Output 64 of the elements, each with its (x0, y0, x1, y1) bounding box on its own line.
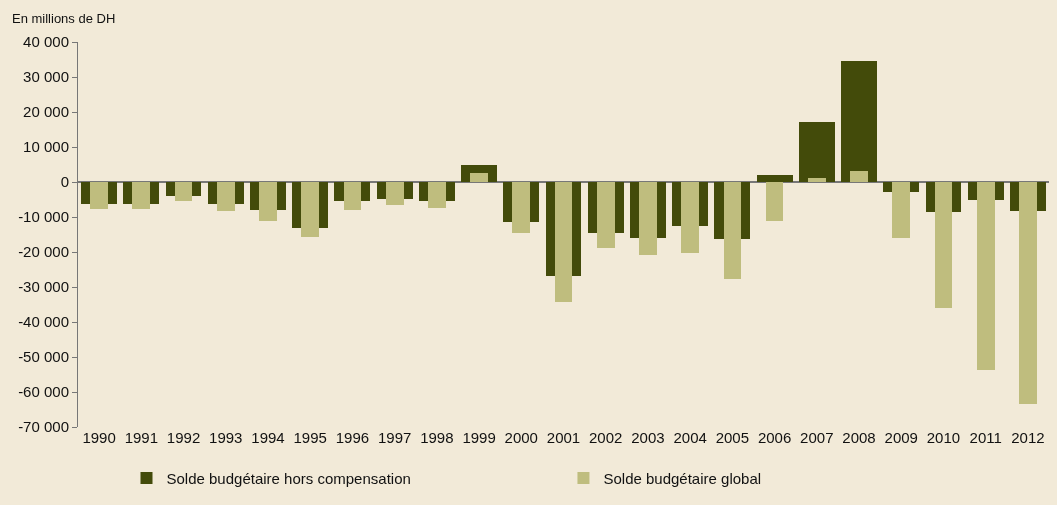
bar (1019, 182, 1037, 404)
x-tick-label: 1998 (420, 429, 454, 446)
bar (132, 182, 150, 209)
x-tick-label: 2002 (589, 429, 623, 446)
bar (470, 173, 488, 182)
x-tick-label: 2009 (884, 429, 918, 446)
bar (259, 182, 277, 221)
y-tick-label: 40 000 (23, 33, 69, 51)
y-tick-label: -10 000 (18, 208, 69, 226)
bar (597, 182, 615, 248)
bar (175, 182, 192, 201)
legend-label: Solde budgétaire global (603, 469, 762, 487)
x-tick-label: 2007 (800, 429, 834, 446)
y-tick-label: 10 000 (23, 138, 69, 156)
bar (757, 175, 793, 182)
x-tick-label: 2010 (926, 429, 961, 446)
y-tick-label: 20 000 (23, 103, 69, 121)
x-tick-label: 2008 (842, 429, 876, 446)
y-tick-label: 30 000 (23, 68, 69, 86)
bar (799, 122, 835, 182)
bar (301, 182, 319, 237)
bar (724, 182, 741, 279)
x-tick-label: 2003 (631, 429, 665, 446)
bar (850, 171, 868, 182)
bar (386, 182, 404, 205)
x-tick-label: 1997 (377, 429, 412, 446)
bar (935, 182, 952, 308)
y-tick-label: -30 000 (18, 278, 69, 296)
x-tick-label: 2000 (504, 429, 538, 446)
x-tick-label: 1991 (124, 429, 159, 446)
x-tick-label: 2005 (715, 429, 750, 446)
bar (639, 182, 657, 255)
legend-label: Solde budgétaire hors compensation (166, 469, 411, 487)
y-axis-title: En millions de DH (12, 11, 116, 26)
bar (841, 61, 877, 182)
x-tick-label: 2004 (673, 429, 707, 446)
x-tick-label: 1999 (462, 429, 496, 446)
bar (217, 182, 235, 211)
bar (428, 182, 446, 208)
bar (555, 182, 572, 302)
x-tick-label: 1995 (293, 429, 327, 446)
bar (892, 182, 910, 238)
y-tick-label: -50 000 (18, 348, 69, 366)
y-tick-label: -20 000 (18, 243, 69, 261)
bar (977, 182, 995, 370)
y-tick-label: -40 000 (18, 313, 69, 331)
x-tick-label: 1993 (209, 429, 243, 446)
y-tick-label: -60 000 (18, 383, 69, 401)
x-tick-label: 1996 (335, 429, 370, 446)
bar (681, 182, 699, 253)
bar (344, 182, 361, 210)
x-tick-label: 1992 (166, 429, 201, 446)
bar (766, 182, 783, 221)
x-tick-label: 2001 (546, 429, 581, 446)
x-tick-label: 1990 (82, 429, 116, 446)
bar (90, 182, 108, 209)
y-tick-label: 0 (60, 173, 69, 191)
x-tick-label: 2011 (969, 429, 1002, 446)
bar (512, 182, 530, 233)
y-tick-label: -70 000 (18, 418, 69, 436)
x-tick-label: 2012 (1011, 429, 1045, 446)
x-tick-label: 2006 (757, 429, 792, 446)
x-tick-label: 1994 (251, 429, 285, 446)
bar (808, 178, 826, 182)
